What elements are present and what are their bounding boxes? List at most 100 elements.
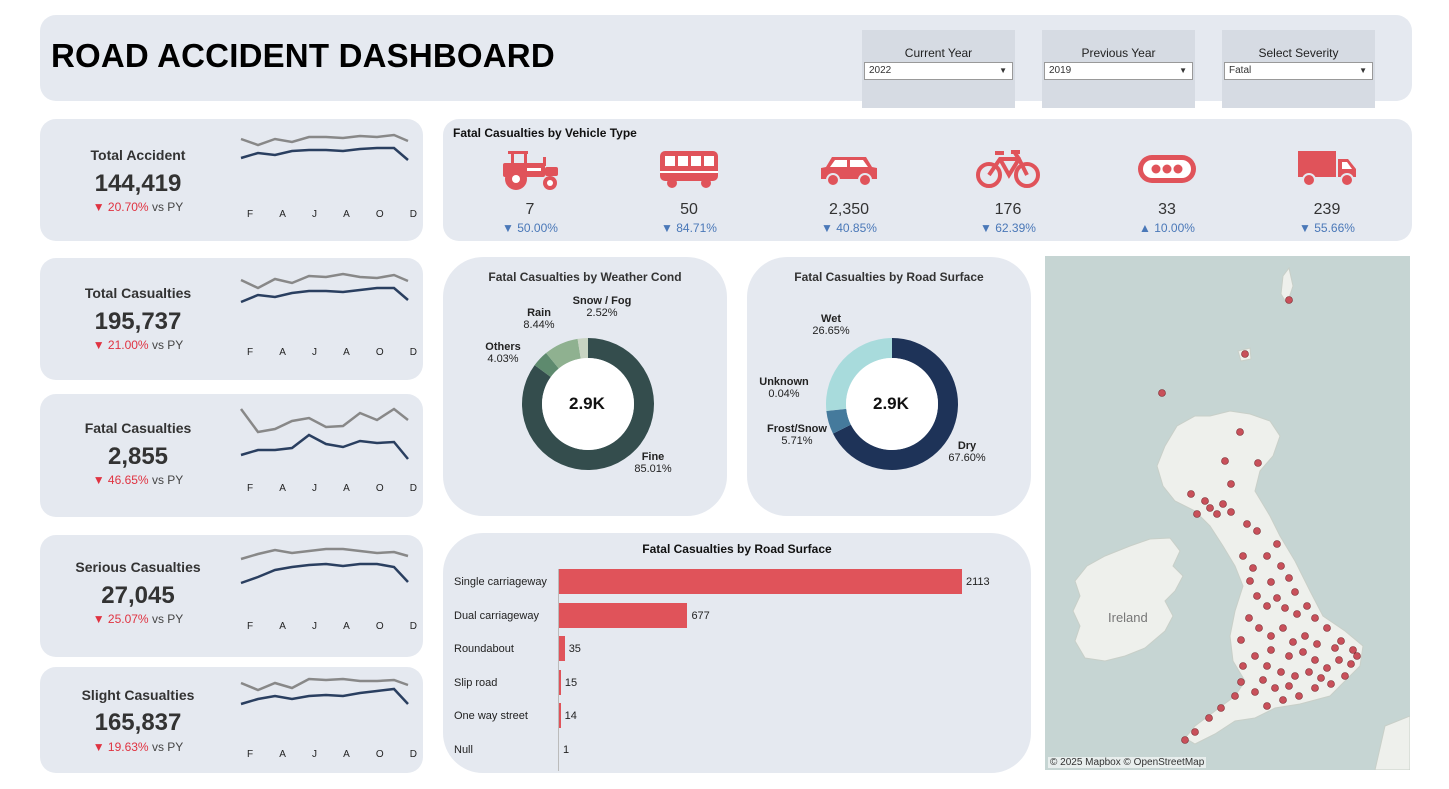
- bar-category-label: Roundabout: [454, 643, 514, 656]
- donut-slice-others[interactable]: [534, 353, 559, 377]
- kpi-value: 195,737: [94, 308, 182, 335]
- kpi-title: Total Accident: [90, 147, 186, 163]
- vehicle-item-truck: 239 ▼ 55.66%: [1267, 147, 1387, 235]
- tractor-icon: [503, 151, 558, 190]
- slice-label-snow-fog: Snow / Fog 2.52%: [572, 295, 632, 319]
- kpi-delta: ▼ 25.07% vs PY: [92, 612, 184, 626]
- vehicle-delta: ▲ 10.00%: [1139, 221, 1195, 235]
- surface-donut-panel: Fatal Casualties by Road Surface 2.9K Dr…: [747, 257, 1031, 516]
- bar[interactable]: [558, 703, 561, 729]
- vehicle-value: 33: [1158, 201, 1176, 218]
- vehicle-value: 176: [994, 201, 1022, 218]
- vehicle-delta: ▼ 40.85%: [821, 221, 877, 235]
- previous-year-select[interactable]: 2019 ▼: [1044, 62, 1193, 80]
- donut-slice-rain[interactable]: [546, 338, 581, 369]
- vehicle-delta: ▼ 84.71%: [661, 221, 717, 235]
- bar-axis-line: [558, 569, 559, 771]
- surface-donut-chart: [826, 338, 958, 470]
- vehicle-delta: ▼ 62.39%: [980, 221, 1036, 235]
- kpi-value: 27,045: [101, 582, 175, 609]
- severity-select[interactable]: Fatal ▼: [1224, 62, 1373, 80]
- vehicle-type-panel: Fatal Casualties by Vehicle Type 7 ▼ 50.…: [443, 119, 1412, 241]
- slice-label-dry: Dry 67.60%: [948, 440, 986, 464]
- vehicle-item-bus: 50 ▼ 84.71%: [629, 147, 749, 235]
- current-year-select[interactable]: 2022 ▼: [864, 62, 1013, 80]
- chevron-down-icon: ▼: [999, 66, 1007, 75]
- donut-slice-snow-fog[interactable]: [577, 338, 588, 359]
- bar-value-label: 1: [563, 744, 570, 756]
- kpi-card-slight-casualties: Slight Casualties 165,837 ▼ 19.63% vs PY…: [40, 667, 423, 773]
- panel-title: Fatal Casualties by Weather Cond: [488, 270, 682, 284]
- more-icon: [1138, 155, 1196, 183]
- map-canvas: Ireland: [1072, 266, 1410, 770]
- slice-label-frost-snow: Frost/Snow 5.71%: [767, 423, 827, 447]
- country-label: Ireland: [1108, 610, 1148, 625]
- filter-label: Current Year: [904, 46, 973, 60]
- slice-label-fine: Fine 85.01%: [634, 451, 672, 475]
- bar-value-label: 2113: [966, 576, 990, 588]
- bar[interactable]: [558, 669, 561, 695]
- donut-slice-dry[interactable]: [833, 338, 958, 470]
- slice-label-rain: Rain 8.44%: [523, 307, 555, 331]
- vehicle-delta: ▼ 50.00%: [502, 221, 558, 235]
- kpi-card-total-casualties: Total Casualties 195,737 ▼ 21.00% vs PY …: [40, 258, 423, 380]
- sparkline: [240, 547, 409, 585]
- kpi-title: Fatal Casualties: [84, 420, 192, 436]
- kpi-title: Total Casualties: [84, 285, 192, 301]
- donut-hole: [846, 358, 938, 450]
- filter-label: Previous Year: [1081, 46, 1156, 60]
- kpi-title: Slight Casualties: [81, 687, 195, 703]
- vehicle-delta: ▼ 55.66%: [1299, 221, 1355, 235]
- kpi-title: Serious Casualties: [75, 559, 201, 575]
- bar-category-label: One way street: [454, 710, 528, 723]
- donut-center-value: 2.9K: [569, 394, 605, 413]
- bar[interactable]: [558, 636, 565, 662]
- vehicle-value: 50: [680, 201, 698, 218]
- truck-icon: [1298, 151, 1356, 187]
- previous-year-filter: Previous Year 2019 ▼: [1042, 30, 1195, 108]
- kpi-delta: ▼ 21.00% vs PY: [92, 338, 184, 352]
- donut-center-value: 2.9K: [873, 394, 909, 413]
- slice-label-unknown: Unknown 0.04%: [759, 376, 809, 400]
- road-type-bar-panel: Fatal Casualties by Road Surface Single …: [443, 533, 1031, 773]
- vehicle-item-other: 33 ▲ 10.00%: [1107, 147, 1227, 235]
- slice-label-others: Others 4.03%: [485, 341, 521, 365]
- chevron-down-icon: ▼: [1359, 66, 1367, 75]
- vehicle-value: 239: [1313, 201, 1341, 218]
- bar-value-label: 677: [691, 609, 710, 622]
- sparkline: [240, 272, 409, 304]
- uk-accident-map[interactable]: Ireland: [1045, 256, 1410, 770]
- bar-category-label: Dual carriageway: [454, 609, 539, 622]
- donut-slice-unknown[interactable]: [826, 408, 847, 411]
- kpi-delta: ▼ 20.70% vs PY: [92, 200, 184, 214]
- bar-value-label: 15: [564, 676, 578, 689]
- bar[interactable]: [558, 569, 962, 594]
- sparkline: [239, 407, 409, 460]
- current-year-filter: Current Year 2022 ▼: [862, 30, 1015, 108]
- filter-label: Select Severity: [1258, 46, 1339, 60]
- bar-category-label: Null: [454, 744, 473, 756]
- panel-title: Fatal Casualties by Road Surface: [794, 270, 984, 284]
- vehicle-value: 7: [525, 201, 535, 218]
- bar[interactable]: [558, 602, 688, 628]
- donut-slice-wet[interactable]: [826, 338, 892, 411]
- weather-donut-panel: Fatal Casualties by Weather Cond 2.9K Fi…: [443, 257, 727, 516]
- chevron-down-icon: ▼: [1179, 66, 1187, 75]
- donut-slice-fine[interactable]: [522, 338, 654, 470]
- panel-title: Fatal Casualties by Road Surface: [642, 542, 832, 556]
- bicycle-icon: [976, 150, 1040, 188]
- sparkline: [240, 133, 409, 161]
- donut-slice-frost-snow[interactable]: [826, 408, 851, 434]
- header-panel: ROAD ACCIDENT DASHBOARD Current Year 202…: [40, 15, 1412, 108]
- bar-value-label: 35: [568, 643, 581, 656]
- vehicle-item-car: 2,350 ▼ 40.85%: [789, 147, 909, 235]
- severity-filter: Select Severity Fatal ▼: [1222, 30, 1375, 108]
- bus-icon: [660, 151, 718, 188]
